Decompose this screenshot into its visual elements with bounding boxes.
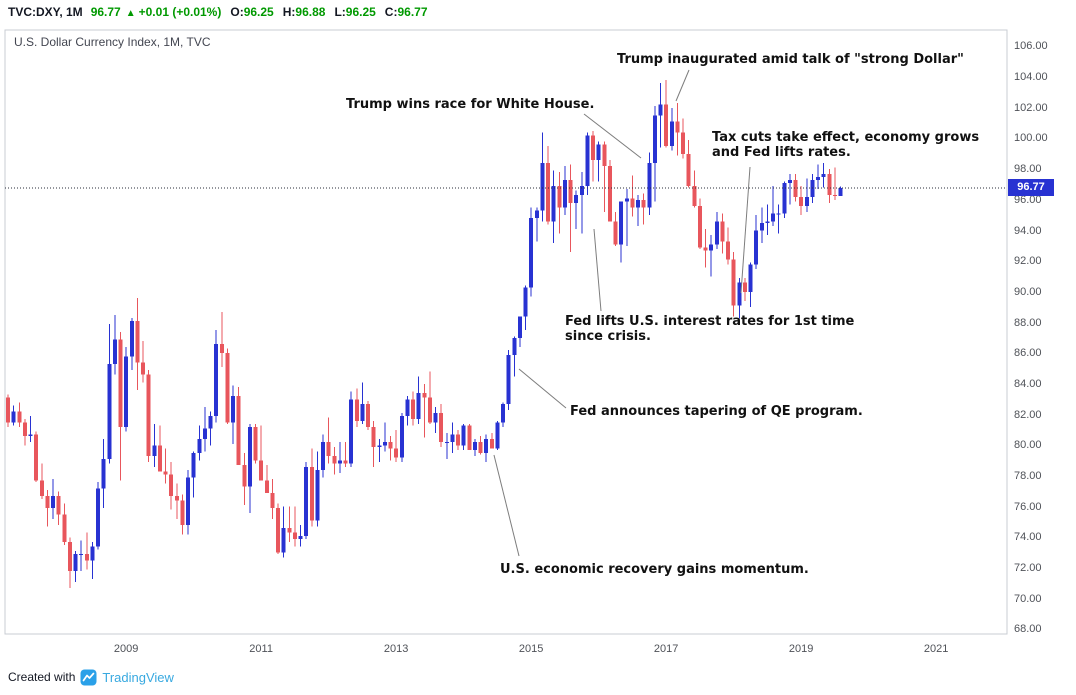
annotation-trump-wins[interactable]: Trump wins race for White House. [346, 97, 595, 112]
legend-last-price: 96.77 [90, 5, 121, 19]
annotation-qe-taper[interactable]: Fed announces tapering of QE program. [570, 404, 863, 419]
high-value: 96.88 [295, 5, 326, 19]
year-tick-label-2009: 2009 [113, 643, 139, 655]
price-tick-label: 74.00 [1014, 531, 1042, 544]
price-tick-label: 78.00 [1014, 469, 1042, 482]
price-tick-label: 94.00 [1014, 224, 1042, 237]
low-value: 96.25 [345, 5, 376, 19]
open-label: O: [230, 5, 244, 19]
price-tick-label: 68.00 [1014, 623, 1042, 636]
legend-change: +0.01 (+0.01%) [138, 5, 222, 19]
annotation-trump-inaugurated[interactable]: Trump inaugurated amid talk of "strong D… [617, 52, 964, 67]
tradingview-link[interactable]: TradingView [102, 669, 174, 685]
price-tick-label: 90.00 [1014, 285, 1042, 298]
annotation-recovery[interactable]: U.S. economic recovery gains momentum. [500, 562, 809, 577]
year-tick-label-2011: 2011 [249, 643, 273, 655]
price-tick-label: 100.00 [1014, 132, 1048, 145]
attribution: Created with TradingView [8, 667, 174, 687]
created-with-text: Created with [8, 670, 76, 684]
price-tick-label: 96.00 [1014, 193, 1042, 206]
year-tick-label-2015: 2015 [518, 643, 544, 655]
year-tick-label-2021: 2021 [923, 643, 949, 655]
chart-title[interactable]: U.S. Dollar Currency Index, 1M, TVC [14, 35, 211, 49]
price-tick-label: 102.00 [1014, 101, 1048, 114]
open-value: 96.25 [243, 5, 274, 19]
annotation-fed-lifts-rates[interactable]: Fed lifts U.S. interest rates for 1st ti… [565, 314, 855, 344]
close-value: 96.77 [397, 5, 428, 19]
price-tick-label: 98.00 [1014, 163, 1042, 176]
price-tick-label: 86.00 [1014, 347, 1042, 360]
price-tick-label: 70.00 [1014, 592, 1042, 605]
high-label: H: [282, 5, 296, 19]
close-label: C: [384, 5, 398, 19]
tradingview-logo-icon[interactable] [80, 669, 97, 686]
price-tick-label: 72.00 [1014, 562, 1042, 575]
price-tick-label: 92.00 [1014, 255, 1042, 268]
annotation-tax-cuts[interactable]: Tax cuts take effect, economy grows and … [712, 130, 980, 160]
symbol-legend[interactable]: TVC:DXY, 1M 96.77 ▲ +0.01 (+0.01%) O:96.25 H:… [8, 5, 428, 19]
price-tick-label: 76.00 [1014, 500, 1042, 513]
symbol-interval[interactable]: TVC:DXY, 1M [8, 5, 83, 19]
year-tick-label-2019: 2019 [788, 643, 814, 655]
price-tick-label: 88.00 [1014, 316, 1042, 329]
price-tick-label: 82.00 [1014, 408, 1042, 421]
price-tick-label: 106.00 [1014, 40, 1048, 53]
year-tick-label-2017: 2017 [653, 643, 679, 655]
price-tick-label: 84.00 [1014, 377, 1042, 390]
current-price-badge: 96.77 [1008, 179, 1054, 197]
price-tick-label: 104.00 [1014, 71, 1048, 84]
low-label: L: [334, 5, 346, 19]
year-tick-label-2013: 2013 [383, 643, 409, 655]
up-arrow-icon: ▲ [125, 8, 136, 19]
price-tick-label: 80.00 [1014, 439, 1042, 452]
